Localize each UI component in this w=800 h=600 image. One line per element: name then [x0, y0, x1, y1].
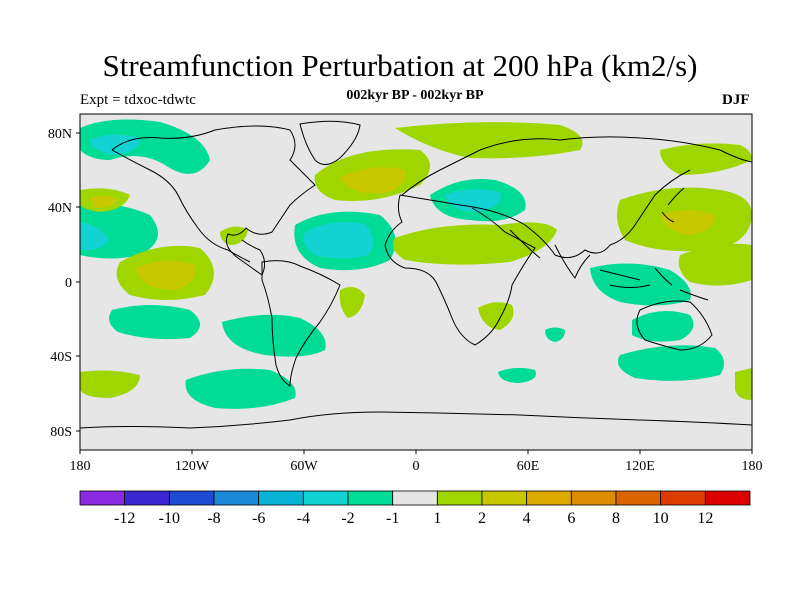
lon-tick-label: 120W [175, 459, 210, 474]
eurasia-coast [399, 136, 752, 259]
colorbar: -12 -10 -8 -6 -4 -2 -1 1 2 4 6 8 10 12 [79, 490, 751, 527]
colorbar-label: 2 [478, 510, 486, 527]
coastlines [80, 120, 752, 429]
japan-coast [661, 187, 685, 223]
colorbar-label: -6 [252, 510, 265, 527]
australia-coast [636, 300, 713, 351]
southeast-asia-islands [599, 267, 709, 301]
colorbar-swatch [168, 490, 215, 506]
anomaly-region [660, 143, 752, 175]
latitude-axis: 80N 40N 0 40S 80S [48, 127, 80, 440]
colorbar-label: -10 [159, 510, 180, 527]
anomaly-region [395, 122, 583, 159]
anomaly-region [80, 370, 140, 398]
anomaly-region [498, 367, 536, 383]
lat-tick-label: 40S [50, 350, 72, 365]
lon-tick-label: 0 [413, 459, 420, 474]
colorbar-label: 1 [433, 510, 441, 527]
anomaly-core [660, 210, 715, 235]
lon-tick-label: 180 [70, 459, 91, 474]
colorbar-label: -1 [386, 510, 399, 527]
anomaly-region [220, 226, 248, 245]
anomaly-core [340, 167, 406, 194]
europe-africa-coast [384, 194, 536, 346]
colorbar-swatch [79, 490, 126, 506]
chart-title: Streamfunction Perturbation at 200 hPa (… [102, 48, 698, 83]
season-label: DJF [722, 92, 750, 108]
colorbar-label: 4 [523, 510, 531, 527]
positive-anomaly-regions [80, 122, 752, 400]
colorbar-label: -4 [297, 510, 310, 527]
colorbar-label: -8 [207, 510, 220, 527]
colorbar-label: 12 [697, 510, 713, 527]
colorbar-swatch [481, 490, 528, 506]
greenland-coast [299, 120, 361, 165]
colorbar-label: -12 [114, 510, 135, 527]
colorbar-swatch [213, 490, 260, 506]
longitude-axis: 180 120W 60W 0 60E 120E 180 [70, 450, 763, 474]
lat-tick-label: 80S [50, 425, 72, 440]
strong-positive-cores [90, 167, 715, 290]
anomaly-region [735, 368, 752, 400]
colorbar-swatch [392, 490, 438, 506]
lat-tick-label: 40N [48, 201, 72, 216]
colorbar-swatch [347, 490, 394, 506]
colorbar-label: 10 [653, 510, 669, 527]
colorbar-swatch [302, 490, 349, 506]
anomaly-core [90, 195, 118, 208]
colorbar-label: 8 [612, 510, 620, 527]
lon-tick-label: 60E [517, 459, 540, 474]
colorbar-swatch [124, 490, 170, 506]
anomaly-region [617, 345, 724, 381]
south-america-coast [261, 260, 341, 387]
experiment-label: Expt = tdxoc-tdwtc [80, 92, 196, 108]
colorbar-swatch [258, 490, 304, 506]
antarctica-coast [80, 411, 752, 429]
colorbar-swatch [570, 490, 617, 506]
colorbar-label: 6 [567, 510, 575, 527]
anomaly-region [339, 286, 365, 318]
lon-tick-label: 120E [625, 459, 655, 474]
anomaly-core [90, 134, 140, 155]
anomaly-region [678, 243, 752, 286]
colorbar-label: -2 [341, 510, 354, 527]
colorbar-swatch [615, 490, 662, 506]
lon-tick-label: 180 [742, 459, 763, 474]
colorbar-swatch [436, 490, 483, 506]
anomaly-region [222, 314, 326, 357]
strong-negative-cores [80, 134, 501, 259]
anomaly-region [632, 311, 694, 342]
anomaly-region [392, 222, 557, 265]
anomaly-core [135, 260, 196, 290]
anomaly-core [303, 222, 374, 259]
arabia-india-coast [509, 229, 591, 280]
colorbar-swatch [660, 490, 706, 506]
chart-subtitle: 002kyr BP - 002kyr BP [346, 88, 484, 103]
anomaly-region [185, 368, 296, 409]
lat-tick-label: 80N [48, 127, 72, 142]
lon-tick-label: 60W [290, 459, 318, 474]
anomaly-core [80, 222, 110, 251]
anomaly-region [109, 305, 200, 340]
anomaly-region [80, 119, 210, 174]
north-america-west-coast [111, 149, 251, 263]
anomaly-region [545, 327, 565, 342]
lat-tick-label: 0 [65, 276, 72, 291]
colorbar-swatch [526, 490, 572, 506]
anomaly-core [445, 189, 501, 212]
north-america-coast [111, 125, 316, 276]
colorbar-swatch [704, 490, 751, 506]
